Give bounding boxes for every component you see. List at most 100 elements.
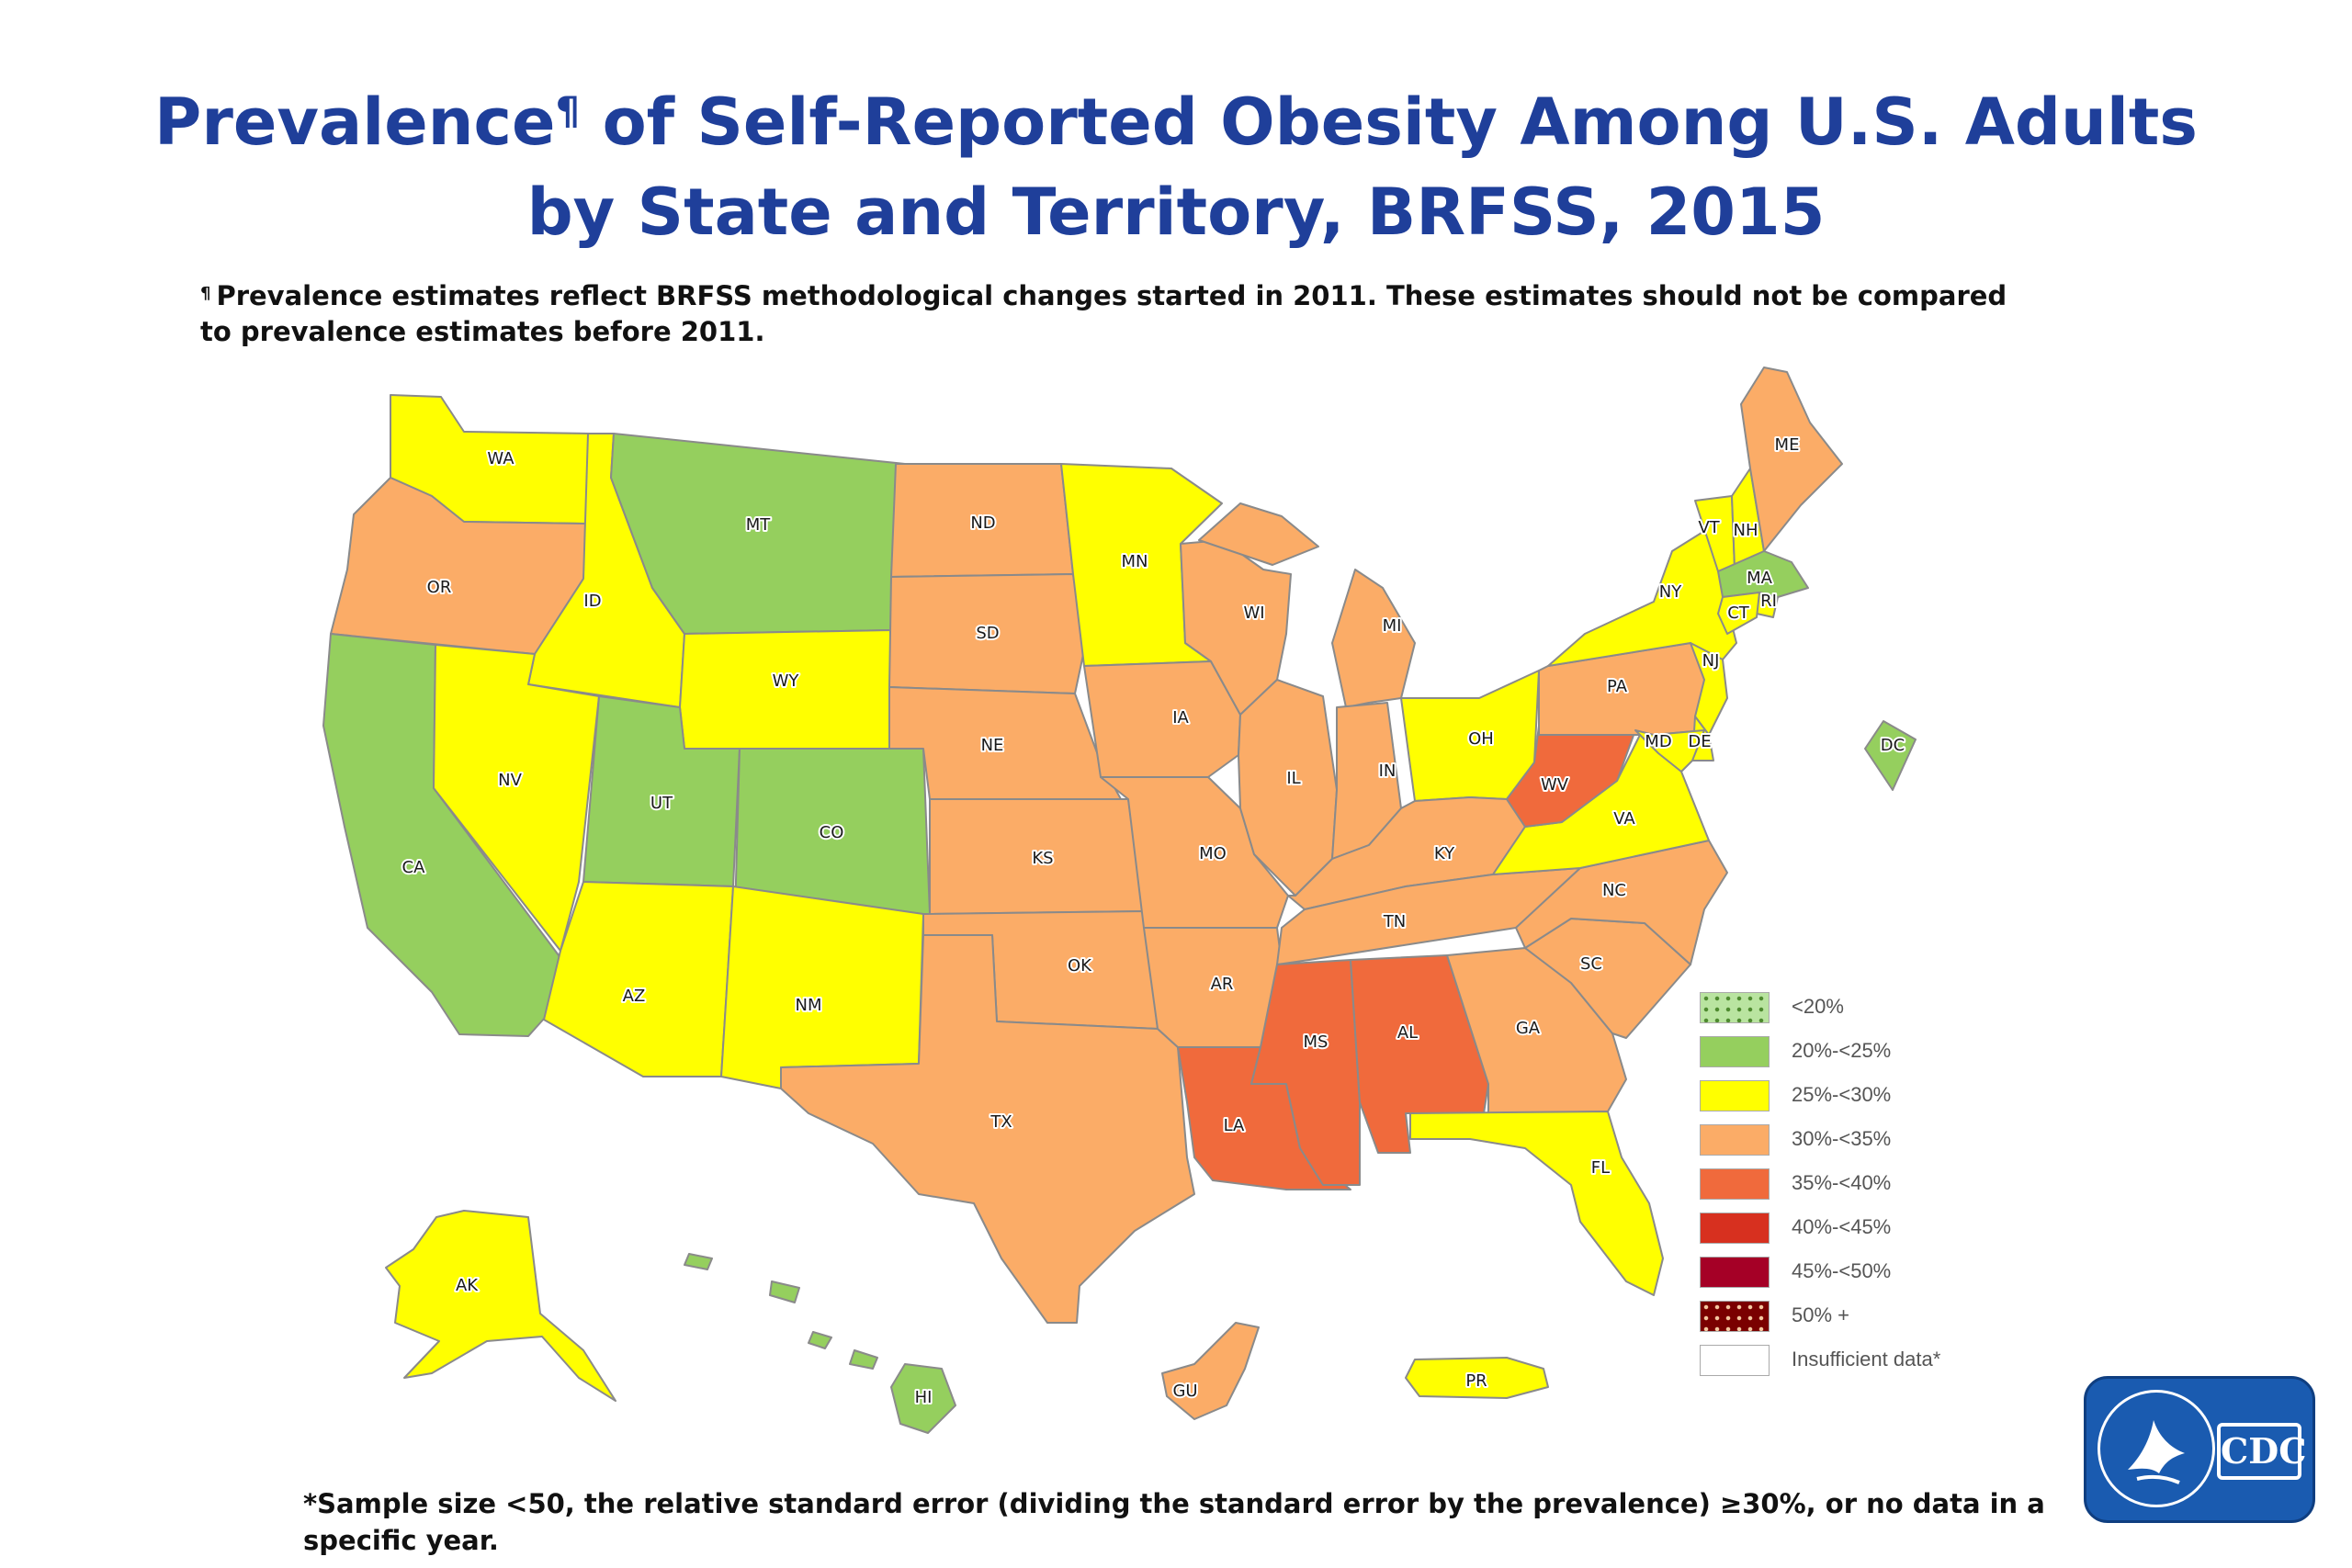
- state-label-nd: ND: [970, 513, 995, 533]
- state-label-ga: GA: [1516, 1019, 1541, 1038]
- state-fl: [1409, 1111, 1664, 1296]
- state-label-wa: WA: [487, 449, 514, 468]
- legend-label: 45%-<50%: [1792, 1259, 1892, 1282]
- state-ct: [1717, 592, 1760, 635]
- state-ia: [1083, 660, 1241, 778]
- state-label-ri: RI: [1760, 592, 1777, 611]
- state-label-az: AZ: [623, 987, 646, 1006]
- title-pilcrow: ¶: [555, 88, 581, 133]
- legend-label: Insufficient data*: [1792, 1348, 1941, 1371]
- hhs-eagle-icon: [2098, 1390, 2215, 1507]
- state-ak: [385, 1210, 616, 1402]
- state-label-nm: NM: [796, 996, 822, 1015]
- state-label-la: LA: [1224, 1116, 1245, 1135]
- methodology-note: ¶ Prevalence estimates reflect BRFSS meth…: [200, 276, 2038, 350]
- legend-label: 25%-<30%: [1792, 1083, 1892, 1106]
- legend-swatch: [1700, 1036, 1770, 1067]
- state-az: [543, 881, 734, 1077]
- state-label-ok: OK: [1068, 956, 1092, 976]
- state-label-ms: MS: [1304, 1032, 1329, 1052]
- state-mi: [1198, 502, 1416, 708]
- state-label-mt: MT: [746, 515, 772, 535]
- legend-label: <20%: [1792, 995, 1844, 1018]
- state-ny: [1547, 527, 1737, 671]
- legend-item: 35%-<40%: [1700, 1168, 2030, 1201]
- state-label-mi: MI: [1383, 616, 1402, 636]
- legend-swatch: [1700, 1257, 1770, 1288]
- state-label-gu: GU: [1172, 1382, 1197, 1401]
- state-label-md: MD: [1645, 732, 1671, 751]
- title-line-1-main: Prevalence: [154, 85, 556, 160]
- state-label-pr: PR: [1465, 1371, 1487, 1391]
- state-me: [1740, 367, 1843, 552]
- legend-item: 45%-<50%: [1700, 1257, 2030, 1290]
- state-label-al: AL: [1397, 1023, 1418, 1043]
- state-sd: [888, 573, 1085, 694]
- state-label-pa: PA: [1607, 677, 1628, 696]
- state-label-il: IL: [1286, 769, 1300, 788]
- legend-item: Insufficient data*: [1700, 1345, 2030, 1378]
- state-label-ia: IA: [1172, 708, 1189, 728]
- cdc-logo: CDC: [2084, 1376, 2315, 1523]
- state-label-va: VA: [1613, 809, 1635, 829]
- state-label-ca: CA: [402, 858, 426, 877]
- legend-item: 30%-<35%: [1700, 1124, 2030, 1157]
- note-pilcrow: ¶: [200, 284, 211, 303]
- note-text: Prevalence estimates reflect BRFSS metho…: [200, 280, 2007, 347]
- state-nm: [720, 886, 924, 1089]
- state-label-nj: NJ: [1702, 651, 1720, 671]
- legend-label: 30%-<35%: [1792, 1127, 1892, 1150]
- state-label-or: OR: [427, 578, 452, 597]
- legend-item: 20%-<25%: [1700, 1036, 2030, 1069]
- legend-label: 35%-<40%: [1792, 1171, 1892, 1194]
- legend-label: 20%-<25%: [1792, 1039, 1892, 1062]
- map-title: Prevalence¶ of Self-Reported Obesity Amo…: [0, 66, 2352, 257]
- legend-item: 50% +: [1700, 1301, 2030, 1334]
- state-md: [1634, 729, 1705, 773]
- title-line-2: by State and Territory, BRFSS, 2015: [526, 175, 1826, 250]
- state-nv: [433, 644, 600, 952]
- legend-swatch: [1700, 1124, 1770, 1156]
- legend-label: 40%-<45%: [1792, 1215, 1892, 1238]
- state-dc: [1864, 720, 1917, 791]
- state-pr: [1405, 1357, 1549, 1399]
- state-label-nv: NV: [498, 771, 522, 790]
- state-label-de: DE: [1688, 732, 1711, 751]
- cdc-wordmark: CDC: [2217, 1423, 2306, 1480]
- state-label-sd: SD: [976, 624, 999, 643]
- legend-swatch: [1700, 992, 1770, 1023]
- state-label-ak: AK: [456, 1276, 479, 1295]
- state-label-ct: CT: [1727, 604, 1750, 623]
- state-label-sc: SC: [1580, 954, 1602, 974]
- legend-swatch: [1700, 1345, 1770, 1376]
- legend-swatch: [1700, 1301, 1770, 1332]
- state-hi: [684, 1253, 956, 1434]
- legend-swatch: [1700, 1080, 1770, 1111]
- state-label-mn: MN: [1122, 552, 1148, 571]
- state-label-wv: WV: [1541, 775, 1569, 795]
- state-label-wy: WY: [773, 671, 800, 691]
- state-label-oh: OH: [1468, 729, 1494, 749]
- state-label-nc: NC: [1602, 881, 1626, 900]
- state-label-nh: NH: [1734, 521, 1758, 540]
- state-label-co: CO: [820, 823, 844, 842]
- legend-item: 25%-<30%: [1700, 1080, 2030, 1113]
- state-label-me: ME: [1775, 435, 1800, 455]
- state-label-in: IN: [1379, 761, 1396, 781]
- state-label-vt: VT: [1698, 518, 1720, 537]
- state-label-fl: FL: [1591, 1158, 1610, 1178]
- state-label-ne: NE: [981, 736, 1004, 755]
- legend-swatch: [1700, 1168, 1770, 1200]
- state-label-ut: UT: [650, 794, 673, 813]
- state-label-dc: DC: [1881, 736, 1905, 755]
- legend-item: <20%: [1700, 992, 2030, 1025]
- footnote: *Sample size <50, the relative standard …: [303, 1488, 2045, 1556]
- state-gu: [1161, 1322, 1260, 1420]
- state-label-ky: KY: [1434, 844, 1455, 863]
- legend-label: 50% +: [1792, 1303, 1849, 1326]
- state-label-tx: TX: [989, 1112, 1012, 1132]
- legend-swatch: [1700, 1213, 1770, 1244]
- title-line-1: Prevalence¶ of Self-Reported Obesity Amo…: [0, 66, 2352, 167]
- legend-item: 40%-<45%: [1700, 1213, 2030, 1246]
- state-label-wi: WI: [1243, 604, 1264, 623]
